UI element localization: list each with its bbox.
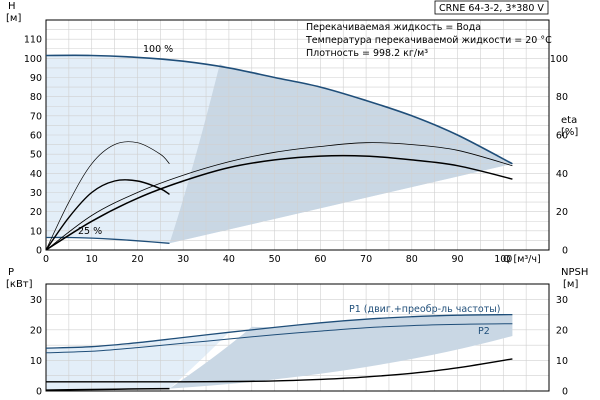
- power-plot-frame: [45, 283, 550, 392]
- series-label-p2: P2: [478, 326, 490, 337]
- y2-tick-label: 20: [556, 325, 568, 336]
- power-panel: 0 10 20 30 0 10 20 30 P [кВт] NPSH [м] P1 (двиг…: [6, 267, 588, 398]
- eta-axis-label-unit: [%]: [561, 127, 578, 138]
- info-line-temperature: Температура перекачиваемой жидкости = 20…: [305, 35, 552, 46]
- y2-tick-label: 40: [556, 169, 568, 180]
- info-line-density: Плотность = 998.2 кг/м³: [306, 48, 428, 59]
- head-axis-label-unit: [м]: [6, 13, 21, 24]
- power-axis-label-unit: [кВт]: [6, 279, 33, 290]
- series-line-power-min: [45, 387, 170, 391]
- x-tick-label: 80: [406, 254, 418, 265]
- npsh-axis-label-name: NPSH: [561, 267, 588, 278]
- x-axis-label: Q [м³/ч]: [503, 254, 541, 265]
- series-line-eta-max-thin: [45, 142, 513, 251]
- power-series: [45, 313, 513, 391]
- x-tick-label: 30: [177, 254, 189, 265]
- series-line-head-max: [45, 54, 513, 165]
- power-axis-label-name: P: [8, 267, 14, 278]
- y-tick-label: 80: [30, 92, 42, 103]
- y-tick-label: 100: [24, 54, 42, 65]
- y2-tick-label: 0: [562, 387, 568, 398]
- power-ticks: 0 10 20 30 0 10 20 30: [30, 295, 568, 398]
- operating-range-dark: [169, 64, 513, 244]
- y2-tick-label: 0: [562, 246, 568, 257]
- npsh-axis-label-unit: [м]: [563, 279, 578, 290]
- x-tick-label: 0: [43, 254, 49, 265]
- info-line-fluid: Перекачиваемая жидкость = Вода: [306, 22, 481, 33]
- chart-title: CRNE 64-3-2, 3*380 V: [439, 3, 544, 14]
- series-line-eta-max-thick: [45, 154, 513, 251]
- series-line-head-min: [45, 236, 170, 244]
- y2-tick-label: 30: [556, 295, 568, 306]
- x-tick-label: 20: [131, 254, 143, 265]
- head-axis-label-name: H: [8, 1, 16, 12]
- chart-title-box: [434, 0, 549, 15]
- y2-tick-label: 60: [556, 131, 568, 142]
- y-tick-label: 60: [30, 131, 42, 142]
- speed-label-100: 100 %: [143, 44, 173, 55]
- eta-axis-label-name: eta: [561, 115, 577, 126]
- series-line-npsh: [46, 358, 513, 383]
- series-line-eta-reduced-thick: [45, 179, 170, 251]
- series-label-p1: P1 (двиг.+преобр-ль частоты): [349, 304, 500, 315]
- y-tick-label: 10: [30, 356, 42, 367]
- series-line-p1: [45, 313, 513, 349]
- x-tick-label: 90: [451, 254, 463, 265]
- y-tick-label: 50: [30, 150, 42, 161]
- y-tick-label: 10: [30, 226, 42, 237]
- y-tick-label: 40: [30, 169, 42, 180]
- x-tick-label: 100: [494, 254, 512, 265]
- speed-label-25: 25 %: [78, 226, 102, 237]
- y-tick-label: 20: [30, 325, 42, 336]
- y-tick-label: 0: [36, 387, 42, 398]
- x-tick-label: 10: [86, 254, 98, 265]
- x-tick-label: 70: [360, 254, 372, 265]
- head-series: [45, 54, 513, 251]
- y-tick-label: 70: [30, 111, 42, 122]
- head-plot-frame: [45, 19, 550, 251]
- series-line-p2: [45, 323, 513, 354]
- y-tick-label: 90: [30, 73, 42, 84]
- y2-tick-label: 100: [550, 54, 568, 65]
- y2-tick-label: 20: [556, 207, 568, 218]
- power-range-dark: [169, 314, 513, 389]
- y-tick-label: 0: [36, 246, 42, 257]
- x-tick-label: 40: [223, 254, 235, 265]
- x-tick-label: 50: [269, 254, 281, 265]
- y2-tick-label: 80: [556, 92, 568, 103]
- series-line-eta-reduced-thin: [45, 141, 170, 251]
- y-tick-label: 30: [30, 188, 42, 199]
- y-tick-label: 20: [30, 207, 42, 218]
- y2-tick-label: 10: [556, 356, 568, 367]
- x-tick-label: 60: [314, 254, 326, 265]
- y-tick-label: 30: [30, 295, 42, 306]
- y-tick-label: 110: [24, 35, 42, 46]
